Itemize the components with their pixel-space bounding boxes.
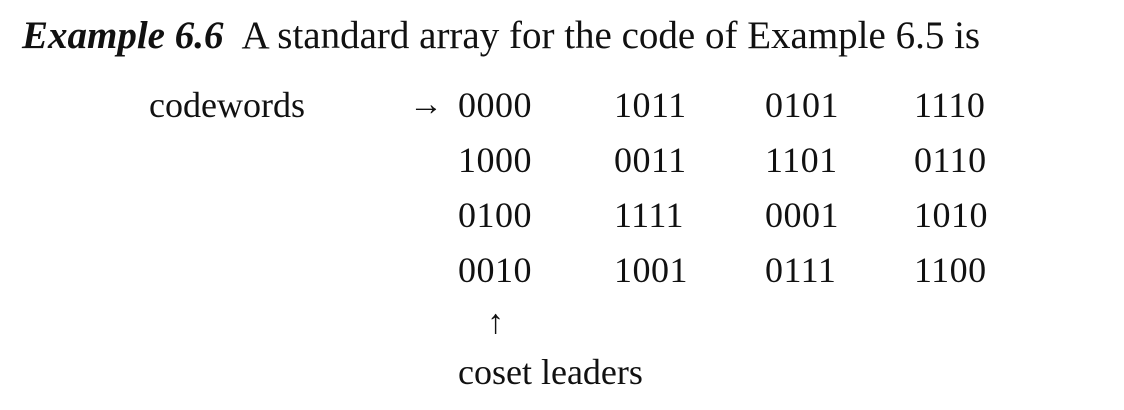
array-cell-r2-c2: 0011 [614,140,687,180]
example-description: A standard array for the code of Example… [241,14,981,57]
array-cell-r4-c3: 0111 [765,250,837,290]
array-cell-r2-c3: 1101 [765,140,838,180]
array-cell-r1-c2: 1011 [614,85,687,125]
array-cell-r1-c4: 1110 [914,85,986,125]
array-cell-r3-c4: 1010 [914,195,988,235]
example-label: Example 6.6 [22,14,224,57]
coset-leaders-arrow: ↑ [487,304,504,341]
array-cell-r4-c1: 0010 [458,250,532,290]
array-cell-r3-c1: 0100 [458,195,532,235]
array-cell-r1-c1: 0000 [458,85,532,125]
coset-leaders-label: coset leaders [458,352,643,392]
array-cell-r4-c2: 1001 [614,250,688,290]
codewords-arrow: → [409,86,443,123]
array-cell-r2-c1: 1000 [458,140,532,180]
array-cell-r3-c2: 1111 [614,195,684,235]
example-heading: Example 6.6 A standard array for the code… [22,12,980,60]
array-cell-r2-c4: 0110 [914,140,987,180]
array-cell-r4-c4: 1100 [914,250,987,290]
array-cell-r3-c3: 0001 [765,195,839,235]
codewords-label: codewords [149,85,305,125]
array-cell-r1-c3: 0101 [765,85,839,125]
